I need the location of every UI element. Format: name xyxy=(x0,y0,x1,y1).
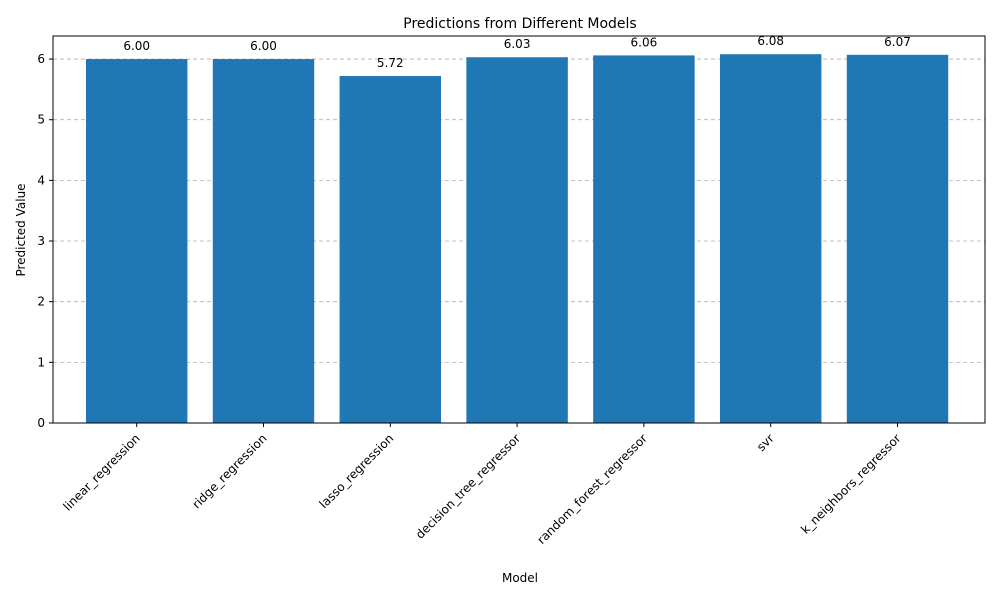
y-tick-label: 0 xyxy=(37,416,45,430)
bar-value-label: 6.08 xyxy=(757,34,784,48)
bar xyxy=(339,76,442,423)
bar-value-label: 6.00 xyxy=(123,39,150,53)
x-tick-label: svr xyxy=(754,431,777,454)
data-labels-layer: 6.00 6.00 5.72 6.03 6.06 6.08 6.07 xyxy=(123,34,911,70)
y-tick-label: 3 xyxy=(37,234,45,248)
y-axis-label: Predicted Value xyxy=(14,183,28,276)
bar xyxy=(466,57,568,423)
bar xyxy=(593,55,695,424)
x-tick-label: ridge_regression xyxy=(189,431,269,511)
y-tick-label: 1 xyxy=(37,355,45,369)
bar-value-label: 5.72 xyxy=(377,56,404,70)
y-tick-label: 6 xyxy=(37,52,45,66)
x-tick-label: linear_regression xyxy=(60,431,142,513)
y-tick-label: 2 xyxy=(37,295,45,309)
bar-value-label: 6.03 xyxy=(504,37,531,51)
bar-value-label: 6.06 xyxy=(631,35,658,49)
chart-title: Predictions from Different Models xyxy=(403,16,636,32)
bar xyxy=(719,54,822,424)
y-tick-label: 4 xyxy=(37,173,45,187)
bar xyxy=(846,54,949,423)
y-tick-label: 5 xyxy=(37,113,45,127)
x-tick-label: k_neighbors_regressor xyxy=(798,431,904,537)
x-axis-label: Model xyxy=(502,571,538,585)
bar xyxy=(212,59,315,423)
plot-frame xyxy=(52,35,986,424)
bar-value-label: 6.07 xyxy=(884,35,911,49)
bar xyxy=(85,59,188,423)
bars-layer xyxy=(85,54,949,424)
bar-value-label: 6.00 xyxy=(250,39,277,53)
x-tick-label: random_forest_regressor xyxy=(534,431,650,547)
x-tick-label: decision_tree_regressor xyxy=(413,431,523,541)
x-tick-label: lasso_regression xyxy=(316,431,396,511)
